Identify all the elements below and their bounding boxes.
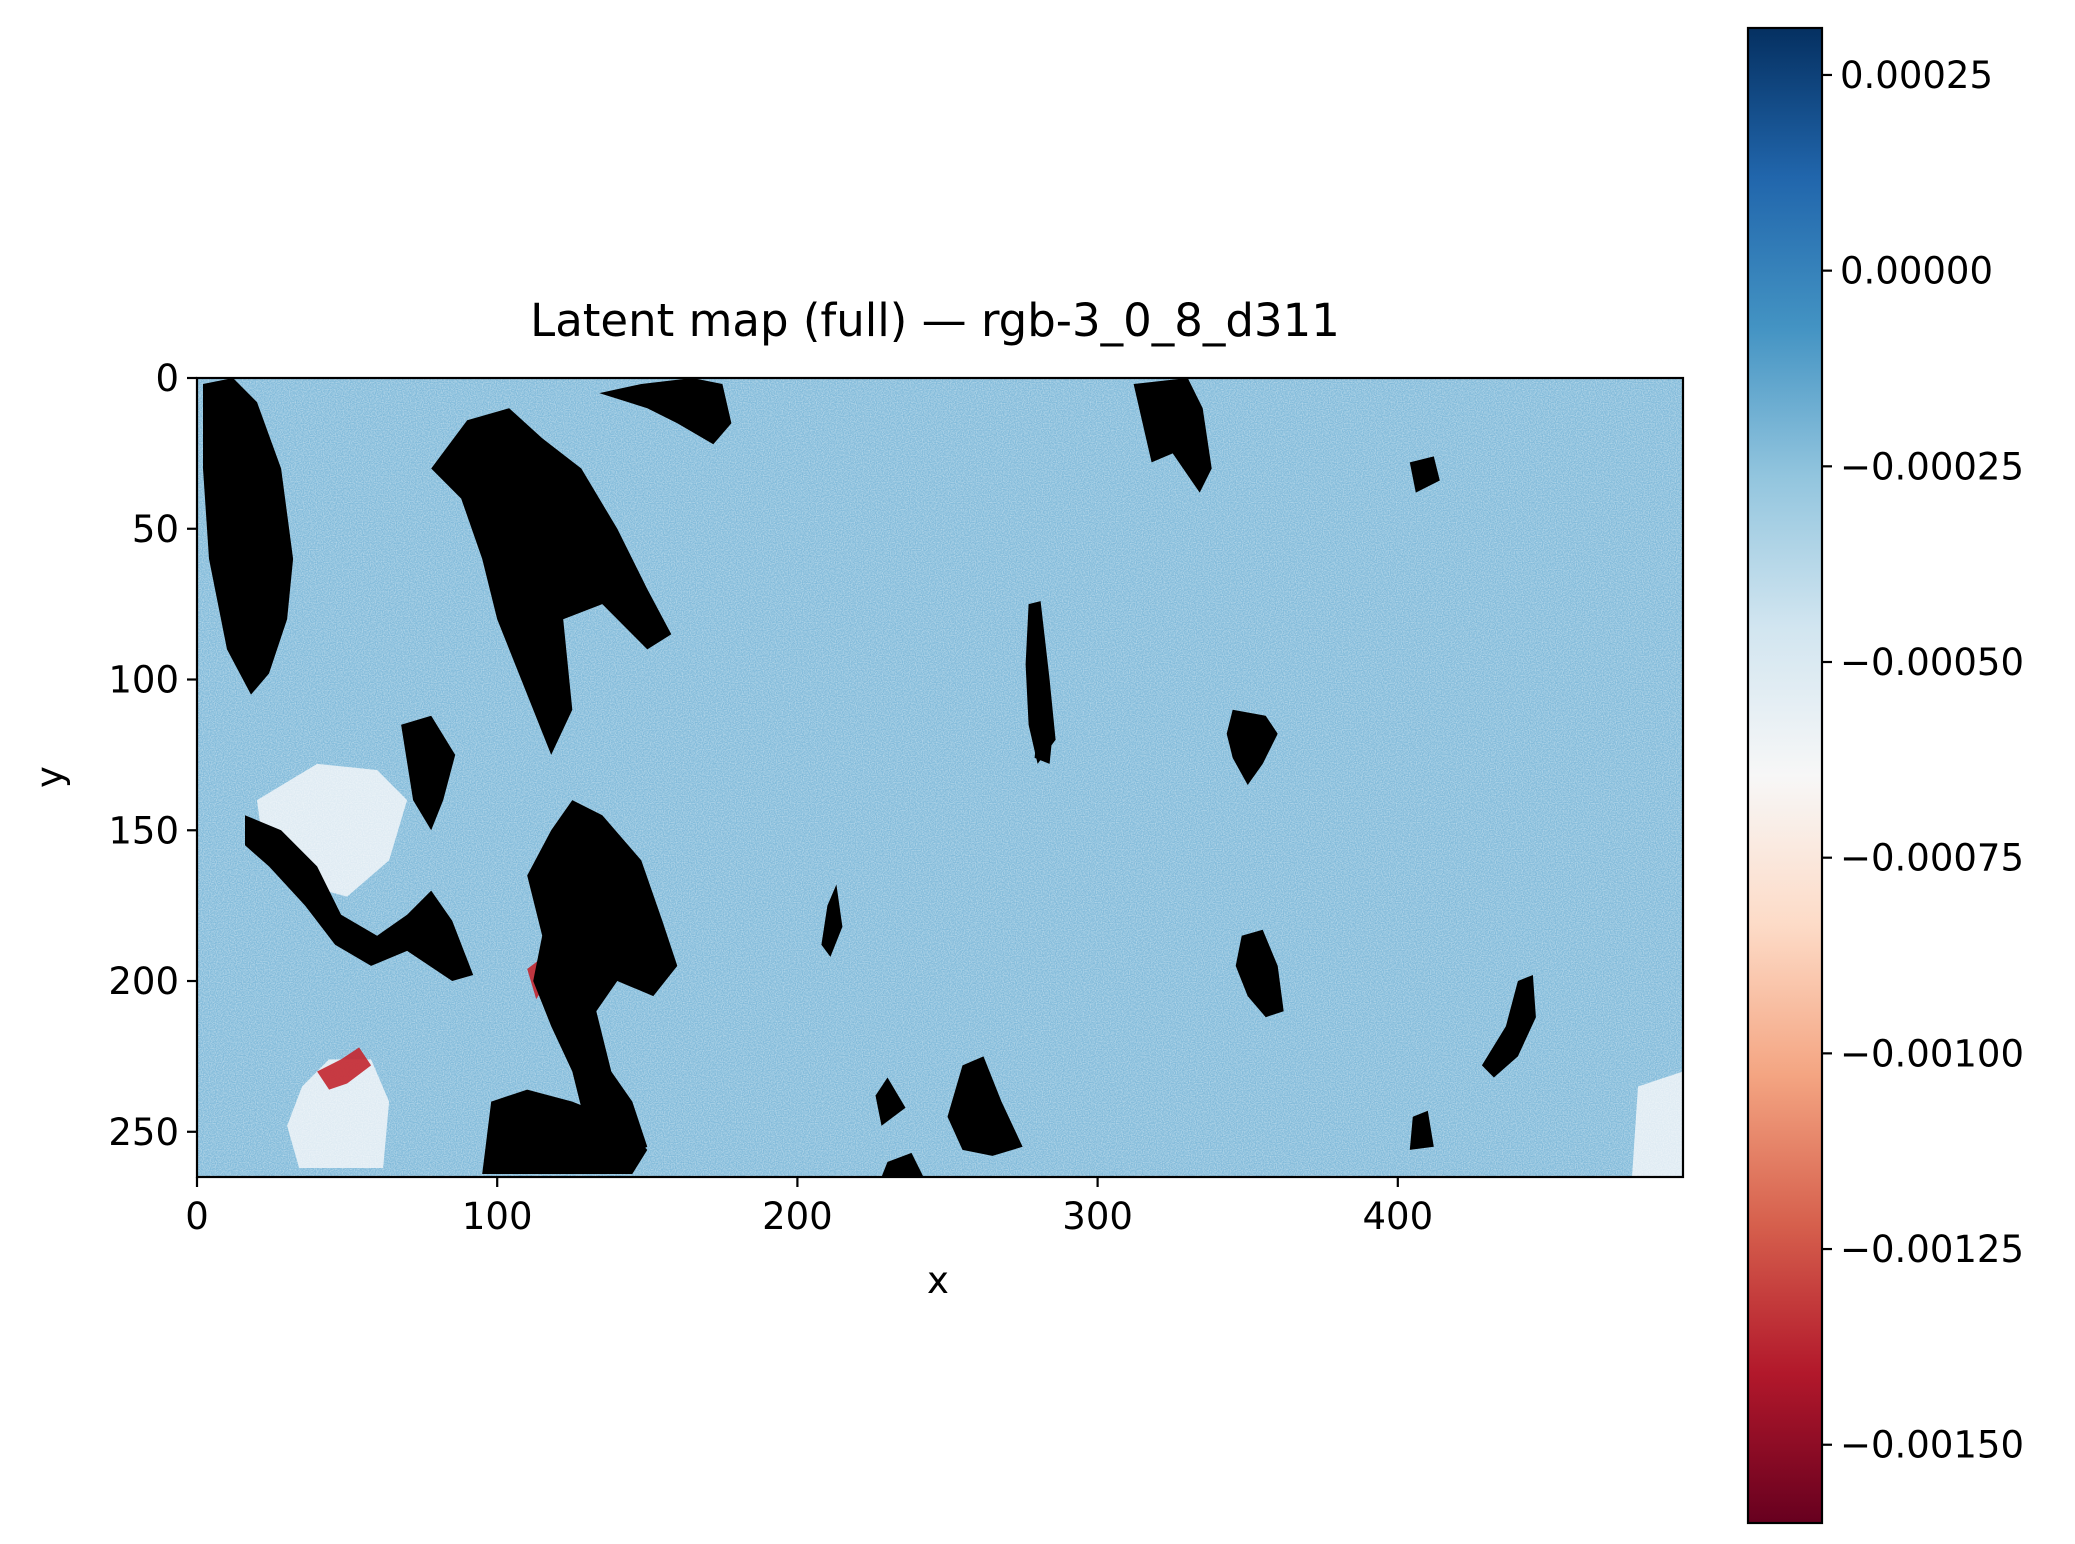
colorbar-tick-label: −0.00050	[1840, 641, 2024, 684]
masked-region-2	[599, 378, 732, 445]
heatmap-plot	[195, 376, 1685, 1179]
x-tick-label: 400	[1362, 1195, 1433, 1238]
colorbar-tick-label: −0.00025	[1840, 445, 2024, 488]
x-tick-label: 0	[185, 1195, 209, 1238]
masked-region-8	[527, 800, 678, 1162]
y-tick-label: 200	[108, 960, 179, 1003]
colorbar-tick-label: −0.00150	[1840, 1424, 2024, 1467]
masked-region-14	[1481, 975, 1536, 1078]
masked-region-0	[203, 378, 294, 695]
y-axis-label: y	[28, 766, 71, 788]
masked-region-4	[1409, 456, 1440, 493]
x-tick-label: 200	[762, 1195, 833, 1238]
masked-region-16	[821, 884, 843, 957]
y-tick-label: 100	[108, 659, 179, 702]
y-tick-label: 150	[108, 809, 179, 852]
masked-region-17	[875, 1077, 906, 1126]
x-tick-label: 100	[462, 1195, 533, 1238]
masked-region-3	[1133, 378, 1212, 493]
red-spot-0	[317, 1047, 372, 1090]
masked-region-6	[245, 815, 474, 981]
colorbar-tick-label: 0.00000	[1840, 250, 1993, 293]
colorbar-ticks: 0.00025 0.00000 −0.00025 −0.00050 −0.00075 −0…	[1822, 54, 2024, 1467]
masked-region-5	[1025, 601, 1056, 764]
colorbar: 0.00025 0.00000 −0.00025 −0.00050 −0.00075 −0…	[1746, 26, 2024, 1525]
masked-region-9	[482, 1089, 648, 1174]
chart-title: Latent map (full) — rgb-3_0_8_d311	[530, 294, 1340, 347]
y-tick-label: 0	[155, 357, 179, 400]
masked-region-7	[401, 715, 456, 831]
x-tick-label: 300	[1062, 1195, 1133, 1238]
masked-region-1	[431, 408, 672, 755]
masked-region-10	[1226, 709, 1278, 785]
masked-region-13	[1409, 1110, 1434, 1150]
masked-region-18	[881, 1152, 924, 1177]
x-axis-ticks: 0 100 200 300 400	[185, 1177, 1433, 1238]
x-axis-label: x	[927, 1259, 949, 1302]
colorbar-gradient	[1748, 28, 1822, 1523]
colorbar-tick-label: −0.00125	[1840, 1228, 2024, 1271]
y-axis-ticks: 0 50 100 150 200 250	[108, 357, 197, 1154]
colorbar-tick-label: −0.00075	[1840, 837, 2024, 880]
plot-frame	[195, 376, 1685, 1179]
masked-region-12	[947, 1056, 1023, 1156]
masked-region-11	[1235, 929, 1284, 1018]
colorbar-tick-label: 0.00025	[1840, 54, 1993, 97]
y-tick-label: 50	[132, 508, 179, 551]
colorbar-frame	[1746, 26, 1824, 1525]
masked-region-15	[1034, 724, 1053, 764]
colorbar-tick-label: −0.00100	[1840, 1032, 2024, 1075]
y-tick-label: 250	[108, 1111, 179, 1154]
masked-regions	[203, 378, 1536, 1177]
